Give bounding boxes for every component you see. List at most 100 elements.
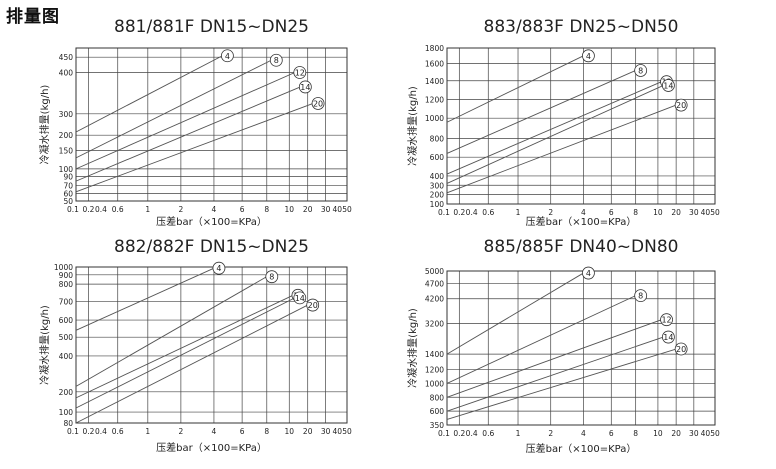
x-tick-label: 0.4 — [466, 208, 478, 217]
series-marker-circle — [269, 53, 283, 67]
y-tick-label: 1400 — [425, 77, 444, 86]
x-tick-label: 20 — [671, 208, 681, 217]
series-line-20 — [75, 103, 314, 193]
series-marker-20: 20 — [674, 98, 688, 112]
series-marker-label: 20 — [676, 101, 686, 110]
x-tick-label: 10 — [285, 205, 295, 214]
x-tick-label: 10 — [653, 429, 663, 438]
x-tick-label: 0.2 — [82, 205, 94, 214]
series-marker-label: 4 — [216, 264, 221, 273]
series-marker-8: 8 — [265, 270, 279, 284]
series-line-20 — [75, 304, 308, 424]
series-marker-circle — [634, 289, 648, 303]
series-marker-label: 20 — [308, 301, 318, 310]
x-tick-label: 2 — [178, 427, 183, 436]
series-marker-label: 8 — [638, 292, 643, 301]
y-tick-label: 100 — [430, 200, 445, 209]
series-marker-8: 8 — [634, 289, 648, 303]
series-marker-label: 4 — [586, 52, 591, 61]
plot-frame — [446, 270, 716, 426]
x-tick-label: 0.6 — [112, 205, 124, 214]
series-marker-14: 14 — [293, 291, 307, 305]
x-tick-label: 40 — [701, 208, 711, 217]
plot-frame — [75, 266, 348, 424]
chart-title: 882/882F DN15~DN25 — [114, 237, 309, 257]
series-marker-20: 20 — [311, 97, 325, 110]
x-tick-label: 30 — [321, 427, 331, 436]
series-line-8 — [75, 276, 268, 387]
x-tick-label: 4 — [581, 208, 586, 217]
series-line-4 — [75, 267, 215, 331]
x-tick-label: 0.4 — [466, 429, 478, 438]
x-tick-label: 10 — [285, 427, 295, 436]
x-tick-label: 20 — [303, 205, 313, 214]
series-line-20 — [446, 104, 677, 194]
series-marker-circle — [298, 80, 312, 94]
x-tick-label: 8 — [633, 429, 638, 438]
series-line-14 — [75, 297, 296, 409]
y-axis-label: 冷凝水排量(kg/h) — [38, 305, 51, 385]
series-marker-label: 4 — [225, 52, 230, 61]
x-tick-label: 4 — [581, 429, 586, 438]
series-line-12 — [75, 72, 295, 170]
series-marker-12: 12 — [293, 66, 307, 79]
y-axis-label: 冷凝水排量(kg/h) — [38, 85, 51, 165]
series-line-14 — [75, 86, 301, 182]
series-marker-8: 8 — [634, 64, 648, 77]
chart-panel-881: 881/881F DN15~DN25 0.1 0.2 0.4 0.6 1 2 4 6 8 10 20 3… — [0, 17, 380, 228]
y-tick-label: 4200 — [425, 295, 444, 304]
x-tick-label: 40 — [332, 205, 342, 214]
x-axis-label: 压差bar（×100=KPa） — [156, 215, 267, 228]
x-tick-label: 2 — [548, 429, 553, 438]
series-marker-circle — [674, 342, 688, 356]
y-axis-label: 冷凝水排量(kg/h) — [406, 86, 419, 166]
x-tick-label: 0.4 — [95, 427, 107, 436]
x-tick-label: 2 — [548, 208, 553, 217]
y-tick-label: 90 — [63, 173, 73, 182]
series-marker-12: 12 — [660, 313, 673, 327]
series-line-4 — [446, 55, 584, 123]
chart-title: 881/881F DN15~DN25 — [114, 17, 309, 37]
x-tick-label: 6 — [240, 427, 245, 436]
series-marker-circle — [661, 79, 675, 92]
y-tick-label: 600 — [430, 153, 445, 162]
y-tick-label: 400 — [59, 352, 74, 361]
series-marker-circle — [582, 266, 595, 280]
y-tick-label: 450 — [59, 53, 74, 62]
y-tick-label: 400 — [59, 68, 74, 77]
y-tick-label: 800 — [430, 134, 445, 143]
y-tick-label: 900 — [59, 271, 74, 280]
x-tick-label: 0.2 — [453, 208, 465, 217]
y-tick-label: 500 — [59, 333, 74, 342]
series-marker-label: 12 — [295, 68, 305, 77]
series-marker-14: 14 — [298, 80, 312, 94]
y-tick-label: 700 — [59, 297, 74, 306]
x-tick-label: 30 — [689, 429, 699, 438]
series-line-12 — [446, 319, 662, 398]
series-line-12 — [446, 81, 662, 175]
series-marker-label: 4 — [586, 269, 591, 278]
x-tick-label: 8 — [633, 208, 638, 217]
x-tick-label: 8 — [264, 427, 269, 436]
chart-panel-883: 883/883F DN25~DN50 0.1 0.2 0.4 0.6 1 2 4 6 8 10 20 3… — [388, 17, 776, 228]
series-marker-label: 14 — [663, 81, 673, 90]
chart-title: 883/883F DN25~DN50 — [484, 17, 679, 37]
series-line-8 — [446, 295, 636, 384]
y-tick-label: 800 — [59, 280, 74, 289]
series-marker-circle — [212, 261, 226, 275]
y-tick-label: 200 — [430, 191, 445, 200]
series-marker-label: 12 — [661, 316, 671, 325]
x-tick-label: 4 — [212, 427, 217, 436]
chart-panel-882: 882/882F DN15~DN25 0.1 0.2 0.4 0.6 1 2 4 6 8 10 20 3… — [0, 237, 380, 469]
x-tick-label: 0.1 — [438, 429, 450, 438]
y-tick-label: 1000 — [425, 114, 444, 123]
series-marker-14: 14 — [661, 79, 675, 92]
x-tick-label: 1 — [145, 205, 150, 214]
x-tick-label: 0.6 — [482, 429, 494, 438]
y-tick-label: 150 — [59, 147, 74, 156]
chart-882: 882/882F DN15~DN25 0.1 0.2 0.4 0.6 1 2 4 6 8 10 20 3… — [38, 237, 352, 454]
y-tick-label: 600 — [430, 407, 445, 416]
y-tick-label: 300 — [430, 181, 445, 190]
x-tick-label: 1 — [516, 208, 521, 217]
